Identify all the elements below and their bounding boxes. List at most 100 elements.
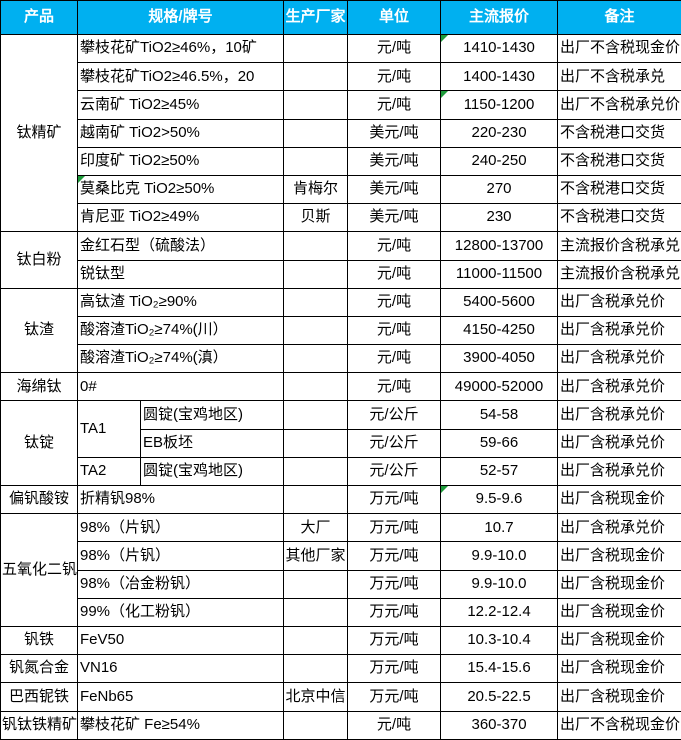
unit-cell[interactable]: 元/吨 [348,260,441,288]
spec-cell[interactable]: 肯尼亚 TiO2≥49% [78,204,284,232]
unit-cell[interactable]: 万元/吨 [348,514,441,542]
product-cell[interactable]: 巴西铌铁 [1,683,78,711]
unit-cell[interactable]: 美元/吨 [348,119,441,147]
unit-cell[interactable]: 元/吨 [348,373,441,401]
price-cell[interactable]: 10.7 [441,514,558,542]
price-cell[interactable]: 220-230 [441,119,558,147]
manufacturer-cell[interactable]: 大厂 [284,514,348,542]
spec-cell[interactable]: 高钛渣 TiO₂≥90% [78,288,284,316]
manufacturer-cell[interactable] [284,373,348,401]
price-cell[interactable]: 59-66 [441,429,558,457]
manufacturer-cell[interactable] [284,35,348,63]
note-cell[interactable]: 出厂含税承兑价 [558,316,681,344]
unit-cell[interactable]: 元/吨 [348,91,441,119]
grade-cell[interactable]: TA1 [78,401,141,457]
product-cell[interactable]: 钛白粉 [1,232,78,288]
manufacturer-cell[interactable] [284,401,348,429]
price-cell[interactable]: 9.5-9.6 [441,486,558,514]
product-cell[interactable]: 五氧化二钒 [1,514,78,627]
product-cell[interactable]: 钒氮合金 [1,655,78,683]
note-cell[interactable]: 出厂不含税现金价 [558,711,681,739]
manufacturer-cell[interactable] [284,232,348,260]
unit-cell[interactable]: 万元/吨 [348,626,441,654]
price-cell[interactable]: 12800-13700 [441,232,558,260]
unit-cell[interactable]: 万元/吨 [348,683,441,711]
note-cell[interactable]: 出厂含税承兑价 [558,288,681,316]
grade-cell[interactable]: TA2 [78,457,141,485]
spec-cell[interactable]: 98%（片钒） [78,514,284,542]
spec-cell[interactable]: 攀枝花矿TiO2≥46%，10矿 [78,35,284,63]
price-cell[interactable]: 20.5-22.5 [441,683,558,711]
manufacturer-cell[interactable] [284,147,348,175]
note-cell[interactable]: 出厂不含税承兑 [558,63,681,91]
spec-cell[interactable]: 圆锭(宝鸡地区) [141,401,284,429]
unit-cell[interactable]: 万元/吨 [348,486,441,514]
unit-cell[interactable]: 万元/吨 [348,570,441,598]
unit-cell[interactable]: 元/吨 [348,316,441,344]
unit-cell[interactable]: 万元/吨 [348,542,441,570]
manufacturer-cell[interactable] [284,626,348,654]
spec-cell[interactable]: 锐钛型 [78,260,284,288]
spec-cell[interactable]: 98%（冶金粉钒） [78,570,284,598]
note-cell[interactable]: 出厂含税现金价 [558,655,681,683]
price-cell[interactable]: 9.9-10.0 [441,542,558,570]
manufacturer-cell[interactable] [284,119,348,147]
price-cell[interactable]: 230 [441,204,558,232]
price-cell[interactable]: 15.4-15.6 [441,655,558,683]
manufacturer-cell[interactable] [284,288,348,316]
spec-cell[interactable]: 0# [78,373,284,401]
manufacturer-cell[interactable]: 贝斯 [284,204,348,232]
unit-cell[interactable]: 元/吨 [348,232,441,260]
manufacturer-cell[interactable]: 其他厂家 [284,542,348,570]
note-cell[interactable]: 出厂含税现金价 [558,626,681,654]
spec-cell[interactable]: 金红石型（硫酸法） [78,232,284,260]
product-cell[interactable]: 钛渣 [1,288,78,373]
note-cell[interactable]: 出厂含税承兑价 [558,457,681,485]
price-cell[interactable]: 3900-4050 [441,345,558,373]
unit-cell[interactable]: 元/公斤 [348,429,441,457]
price-cell[interactable]: 360-370 [441,711,558,739]
note-cell[interactable]: 不含税港口交货 [558,119,681,147]
spec-cell[interactable]: 圆锭(宝鸡地区) [141,457,284,485]
unit-cell[interactable]: 美元/吨 [348,204,441,232]
price-cell[interactable]: 49000-52000 [441,373,558,401]
price-cell[interactable]: 52-57 [441,457,558,485]
price-cell[interactable]: 54-58 [441,401,558,429]
unit-cell[interactable]: 元/公斤 [348,457,441,485]
note-cell[interactable]: 不含税港口交货 [558,204,681,232]
manufacturer-cell[interactable] [284,486,348,514]
manufacturer-cell[interactable] [284,457,348,485]
spec-cell[interactable]: 酸溶渣TiO₂≥74%(滇） [78,345,284,373]
manufacturer-cell[interactable] [284,91,348,119]
manufacturer-cell[interactable] [284,260,348,288]
manufacturer-cell[interactable] [284,429,348,457]
unit-cell[interactable]: 元/吨 [348,345,441,373]
spec-cell[interactable]: 折精钒98% [78,486,284,514]
unit-cell[interactable]: 美元/吨 [348,175,441,203]
product-cell[interactable]: 钛精矿 [1,35,78,232]
spec-cell[interactable]: 酸溶渣TiO₂≥74%(川） [78,316,284,344]
note-cell[interactable]: 主流报价含税承兑 [558,232,681,260]
manufacturer-cell[interactable] [284,598,348,626]
note-cell[interactable]: 出厂含税现金价 [558,542,681,570]
note-cell[interactable]: 不含税港口交货 [558,147,681,175]
unit-cell[interactable]: 万元/吨 [348,655,441,683]
note-cell[interactable]: 出厂含税承兑价 [558,373,681,401]
note-cell[interactable]: 出厂含税现金价 [558,486,681,514]
note-cell[interactable]: 出厂含税承兑价 [558,345,681,373]
price-cell[interactable]: 270 [441,175,558,203]
unit-cell[interactable]: 元/吨 [348,35,441,63]
note-cell[interactable]: 出厂含税承兑价 [558,401,681,429]
note-cell[interactable]: 出厂不含税现金价 [558,35,681,63]
spec-cell[interactable]: 越南矿 TiO2>50% [78,119,284,147]
price-cell[interactable]: 5400-5600 [441,288,558,316]
manufacturer-cell[interactable]: 北京中信 [284,683,348,711]
note-cell[interactable]: 出厂不含税承兑价 [558,91,681,119]
price-cell[interactable]: 11000-11500 [441,260,558,288]
note-cell[interactable]: 出厂含税现金价 [558,683,681,711]
spec-cell[interactable]: FeV50 [78,626,284,654]
price-cell[interactable]: 4150-4250 [441,316,558,344]
spec-cell[interactable]: 云南矿 TiO2≥45% [78,91,284,119]
spec-cell[interactable]: 攀枝花矿TiO2≥46.5%，20 [78,63,284,91]
note-cell[interactable]: 主流报价含税承兑 [558,260,681,288]
